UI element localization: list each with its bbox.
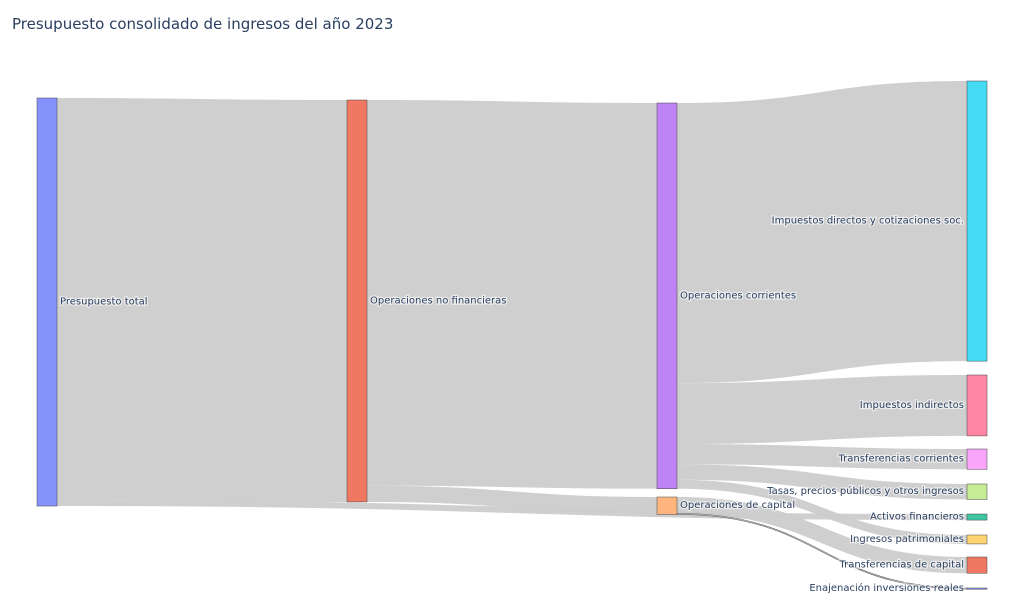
node-label-corr: Operaciones corrientes xyxy=(680,290,796,301)
link-nofin-cap[interactable] xyxy=(367,485,657,514)
node-label-total: Presupuesto total xyxy=(60,297,148,308)
link-corr-tas[interactable] xyxy=(677,464,967,500)
node-label-dir: Impuestos directos y cotizaciones soc. xyxy=(772,216,964,227)
node-total[interactable] xyxy=(36,97,58,507)
node-act[interactable] xyxy=(966,513,988,521)
node-cap[interactable] xyxy=(656,496,678,515)
node-label-trc: Transferencias corrientes xyxy=(838,454,965,465)
node-label-nofin: Operaciones no financieras xyxy=(370,295,507,306)
node-label-tas: Tasas, precios públicos y otros ingresos xyxy=(766,485,964,497)
node-trk[interactable] xyxy=(966,556,988,574)
node-tas[interactable] xyxy=(966,483,988,500)
nodes-group xyxy=(36,80,988,590)
node-label-pat: Ingresos patrimoniales xyxy=(850,534,964,545)
node-label-trk: Transferencias de capital xyxy=(838,560,964,571)
link-cap-trk[interactable] xyxy=(677,497,967,574)
chart-title: Presupuesto consolidado de ingresos del … xyxy=(12,15,394,33)
link-nofin-corr[interactable] xyxy=(367,100,657,489)
node-label-act: Activos financieros xyxy=(870,512,964,523)
node-trc[interactable] xyxy=(966,448,988,470)
link-corr-dir[interactable] xyxy=(677,81,967,384)
link-corr-trc[interactable] xyxy=(677,444,967,470)
node-nofin[interactable] xyxy=(346,99,368,503)
links-group xyxy=(57,81,968,590)
node-dir[interactable] xyxy=(966,80,988,362)
link-total-nofin[interactable] xyxy=(57,98,347,502)
link-cap-ena[interactable] xyxy=(676,512,968,590)
node-pat[interactable] xyxy=(966,534,988,545)
node-ind[interactable] xyxy=(966,374,988,437)
link-corr-pat[interactable] xyxy=(677,479,967,544)
node-ena[interactable] xyxy=(966,587,988,590)
link-corr-ind[interactable] xyxy=(677,375,967,445)
node-label-ind: Impuestos indirectos xyxy=(860,400,964,411)
labels-group: Presupuesto total Operaciones no financie… xyxy=(59,214,966,595)
node-label-cap: Operaciones de capital xyxy=(680,500,795,511)
node-label-ena: Enajenación inversiones reales xyxy=(809,582,964,594)
node-corr[interactable] xyxy=(656,102,678,489)
